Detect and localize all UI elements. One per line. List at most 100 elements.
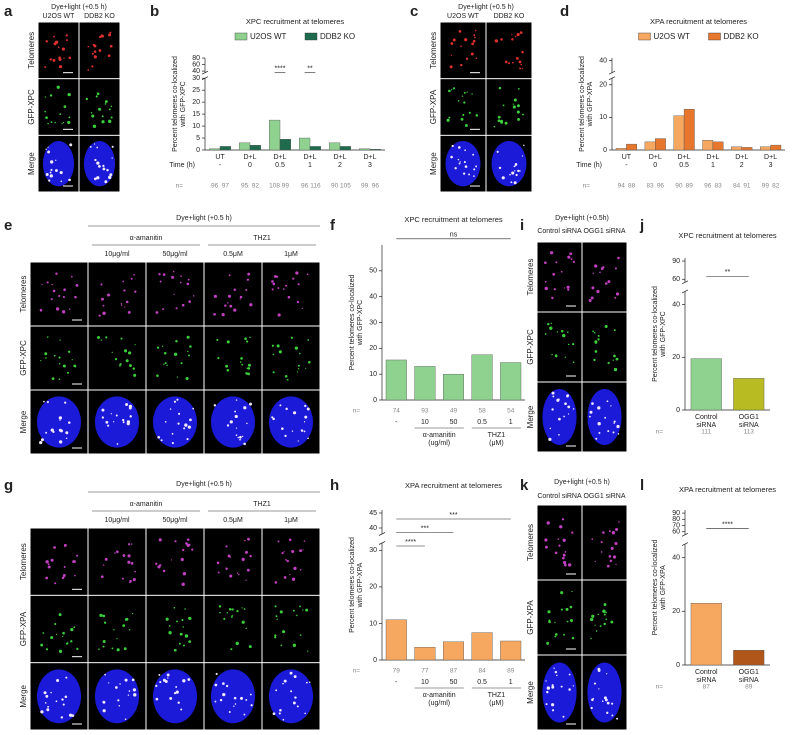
x-tick-label: D+L bbox=[735, 154, 748, 161]
focus bbox=[230, 648, 233, 651]
y-tick-label: 5 bbox=[196, 135, 200, 142]
focus bbox=[168, 625, 171, 627]
focus bbox=[558, 544, 561, 547]
focus bbox=[241, 363, 244, 366]
y-tick-label: 20 bbox=[599, 82, 607, 89]
row-label: GFP-XPA bbox=[429, 89, 438, 124]
panel-letter: g bbox=[4, 477, 13, 494]
focus bbox=[129, 415, 132, 418]
focus bbox=[594, 341, 598, 344]
n-value: 54 bbox=[507, 408, 515, 415]
panel-letter: e bbox=[4, 217, 12, 234]
focus bbox=[307, 339, 310, 341]
focus bbox=[127, 543, 131, 546]
focus bbox=[62, 703, 65, 706]
n-value: 87 bbox=[450, 668, 458, 675]
x-tick-label: 10 bbox=[421, 419, 429, 426]
x-sublabel: 0.5 bbox=[275, 162, 285, 169]
focus bbox=[55, 272, 58, 275]
bar bbox=[238, 142, 251, 151]
focus bbox=[172, 270, 175, 273]
focus bbox=[446, 118, 450, 122]
focus bbox=[282, 682, 284, 685]
focus bbox=[567, 288, 570, 291]
focus bbox=[45, 357, 47, 359]
focus bbox=[62, 635, 64, 638]
focus bbox=[125, 359, 129, 363]
bar bbox=[655, 138, 666, 151]
focus bbox=[162, 569, 166, 573]
panel-letter: h bbox=[330, 477, 339, 494]
focus bbox=[45, 648, 49, 651]
focus bbox=[53, 546, 56, 549]
focus bbox=[45, 148, 47, 150]
focus bbox=[243, 442, 246, 446]
n-value: 84 bbox=[733, 183, 741, 190]
x-sublabel: 0.5 bbox=[679, 162, 689, 169]
y-tick-label: 20 bbox=[192, 99, 200, 106]
y-axis-label: with GFP-XPC bbox=[180, 81, 187, 128]
n-value: 95 bbox=[241, 183, 249, 190]
focus bbox=[182, 679, 186, 683]
x-tick-label: - bbox=[395, 419, 398, 426]
focus bbox=[124, 718, 127, 721]
micrograph bbox=[146, 595, 204, 663]
y-tick-label: 80 bbox=[192, 55, 200, 62]
focus bbox=[116, 638, 118, 640]
image-header: Dye+light (+0.5 h) bbox=[458, 4, 514, 11]
focus bbox=[504, 60, 508, 64]
y-axis-label: Percent telomeres co-localized bbox=[349, 275, 356, 371]
focus bbox=[246, 568, 250, 572]
y-tick-label: 30 bbox=[192, 75, 200, 82]
focus bbox=[523, 144, 525, 147]
focus bbox=[59, 419, 61, 421]
n-value: 96 bbox=[657, 183, 665, 190]
focus bbox=[513, 181, 517, 185]
focus bbox=[305, 681, 308, 684]
focus bbox=[554, 635, 557, 638]
focus bbox=[288, 538, 292, 542]
focus bbox=[234, 410, 237, 413]
focus bbox=[596, 289, 600, 294]
focus bbox=[572, 361, 575, 364]
focus bbox=[454, 166, 457, 170]
y-tick-label: 60 bbox=[192, 61, 200, 68]
focus bbox=[463, 101, 466, 104]
micrograph bbox=[440, 22, 486, 79]
focus bbox=[521, 155, 524, 157]
chart-title: XPC recruitment at telomeres bbox=[404, 215, 503, 224]
focus bbox=[226, 340, 230, 344]
focus bbox=[124, 618, 128, 621]
focus bbox=[62, 295, 65, 299]
focus bbox=[100, 575, 104, 579]
focus bbox=[158, 538, 162, 542]
focus bbox=[98, 108, 102, 111]
y-axis-label: with GFP-XPA bbox=[357, 562, 364, 608]
focus bbox=[58, 363, 61, 365]
focus bbox=[101, 408, 105, 412]
focus bbox=[591, 538, 594, 540]
x-sublabel: 2 bbox=[338, 162, 342, 169]
focus bbox=[292, 609, 295, 612]
micrograph bbox=[262, 528, 320, 595]
micrograph bbox=[582, 580, 627, 655]
focus bbox=[234, 703, 237, 705]
focus bbox=[614, 267, 617, 270]
focus bbox=[229, 420, 233, 424]
nucleus bbox=[94, 669, 140, 724]
group-label: THZ1 bbox=[253, 501, 271, 508]
chart-title: XPA recruitment at telomeres bbox=[405, 481, 502, 490]
focus bbox=[180, 362, 183, 365]
y-axis-label: Percent telomeres co-localized bbox=[652, 540, 659, 636]
row-label: GFP-XPA bbox=[526, 600, 535, 635]
focus bbox=[558, 433, 560, 436]
focus bbox=[62, 573, 66, 577]
significance-label: *** bbox=[449, 512, 457, 519]
bar bbox=[760, 146, 771, 151]
focus bbox=[282, 630, 286, 634]
focus bbox=[591, 698, 594, 702]
focus bbox=[597, 613, 600, 616]
focus bbox=[173, 400, 177, 403]
row-label: Telomeres bbox=[27, 32, 36, 69]
y-tick-label: 40 bbox=[599, 57, 607, 64]
